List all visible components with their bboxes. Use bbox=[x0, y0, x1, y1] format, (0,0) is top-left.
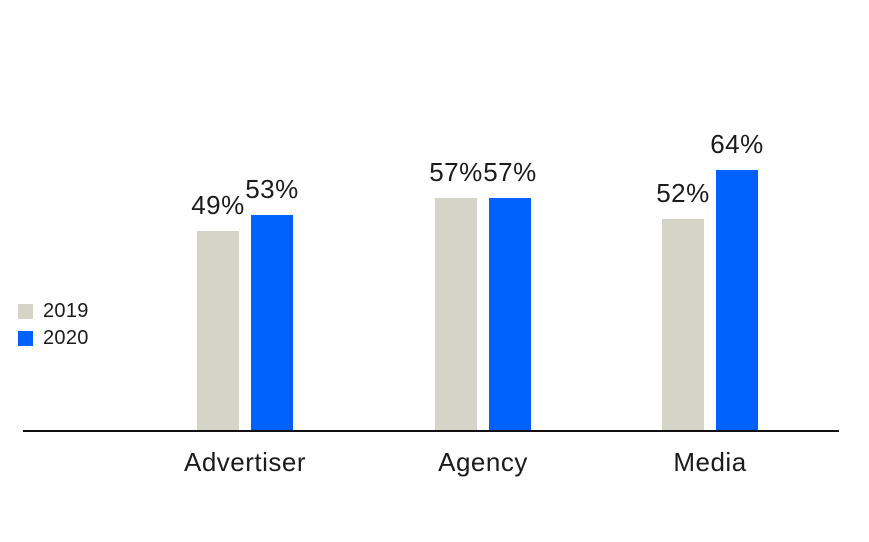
legend-swatch-2020-icon bbox=[18, 330, 33, 346]
bar-media-2019 bbox=[662, 219, 704, 432]
bar-agency-2020 bbox=[489, 198, 531, 432]
legend-label-2019: 2019 bbox=[43, 300, 89, 322]
bar-media-2020 bbox=[716, 170, 758, 432]
x-axis-line bbox=[23, 430, 839, 432]
chart-legend: 2019 2020 bbox=[18, 301, 89, 348]
value-label-advertiser-2020: 53% bbox=[245, 174, 299, 204]
bar-advertiser-2019 bbox=[197, 231, 239, 432]
category-label-agency: Agency bbox=[438, 447, 528, 477]
value-label-advertiser-2019: 49% bbox=[191, 190, 245, 220]
legend-swatch-2019-icon bbox=[18, 303, 33, 319]
value-label-agency-2019: 57% bbox=[429, 157, 483, 187]
category-label-media: Media bbox=[673, 447, 747, 477]
value-label-media-2020: 64% bbox=[710, 129, 764, 159]
value-label-agency-2020: 57% bbox=[483, 157, 537, 187]
bar-agency-2019 bbox=[435, 198, 477, 432]
bar-advertiser-2020 bbox=[251, 215, 293, 432]
legend-label-2020: 2020 bbox=[43, 327, 89, 349]
legend-item-2020: 2020 bbox=[18, 328, 89, 348]
category-label-advertiser: Advertiser bbox=[183, 447, 307, 477]
legend-item-2019: 2019 bbox=[18, 301, 89, 321]
value-label-media-2019: 52% bbox=[656, 178, 710, 208]
